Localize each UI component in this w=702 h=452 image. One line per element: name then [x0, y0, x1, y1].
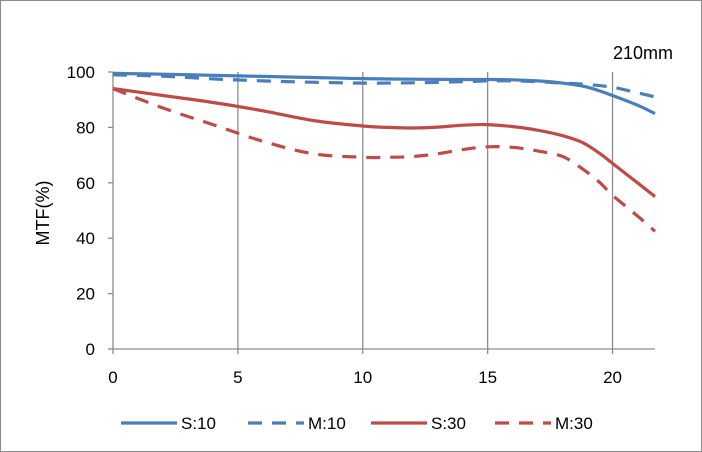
x-tick-label: 15 [478, 368, 497, 387]
y-tick-label: 0 [86, 340, 95, 359]
plot-axes [108, 71, 655, 354]
x-tick-label: 10 [353, 368, 372, 387]
series-line-m-30 [112, 87, 657, 233]
legend-label: S:10 [181, 414, 216, 433]
tick-labels: 0 20 40 60 80 100 0 5 10 15 20 [67, 63, 622, 387]
x-tick-label: 20 [603, 368, 622, 387]
series-line-m-10 [112, 73, 656, 99]
series-lines [112, 71, 657, 233]
y-tick-label: 80 [76, 118, 95, 137]
series-line-s-30 [112, 87, 656, 198]
series-line-s-10 [112, 71, 656, 116]
legend-label: M:30 [555, 414, 593, 433]
x-tick-label: 0 [108, 368, 117, 387]
legend: S:10 M:10 S:30 M:30 [121, 414, 593, 433]
gridlines [237, 72, 614, 349]
y-tick-label: 40 [76, 229, 95, 248]
chart-title: 210mm [613, 43, 673, 63]
y-tick-label: 20 [76, 285, 95, 304]
legend-label: M:10 [308, 414, 346, 433]
y-tick-label: 60 [76, 174, 95, 193]
legend-label: S:30 [431, 414, 466, 433]
y-axis-label: MTF(%) [33, 181, 53, 246]
y-tick-label: 100 [67, 63, 95, 82]
x-tick-label: 5 [233, 368, 242, 387]
